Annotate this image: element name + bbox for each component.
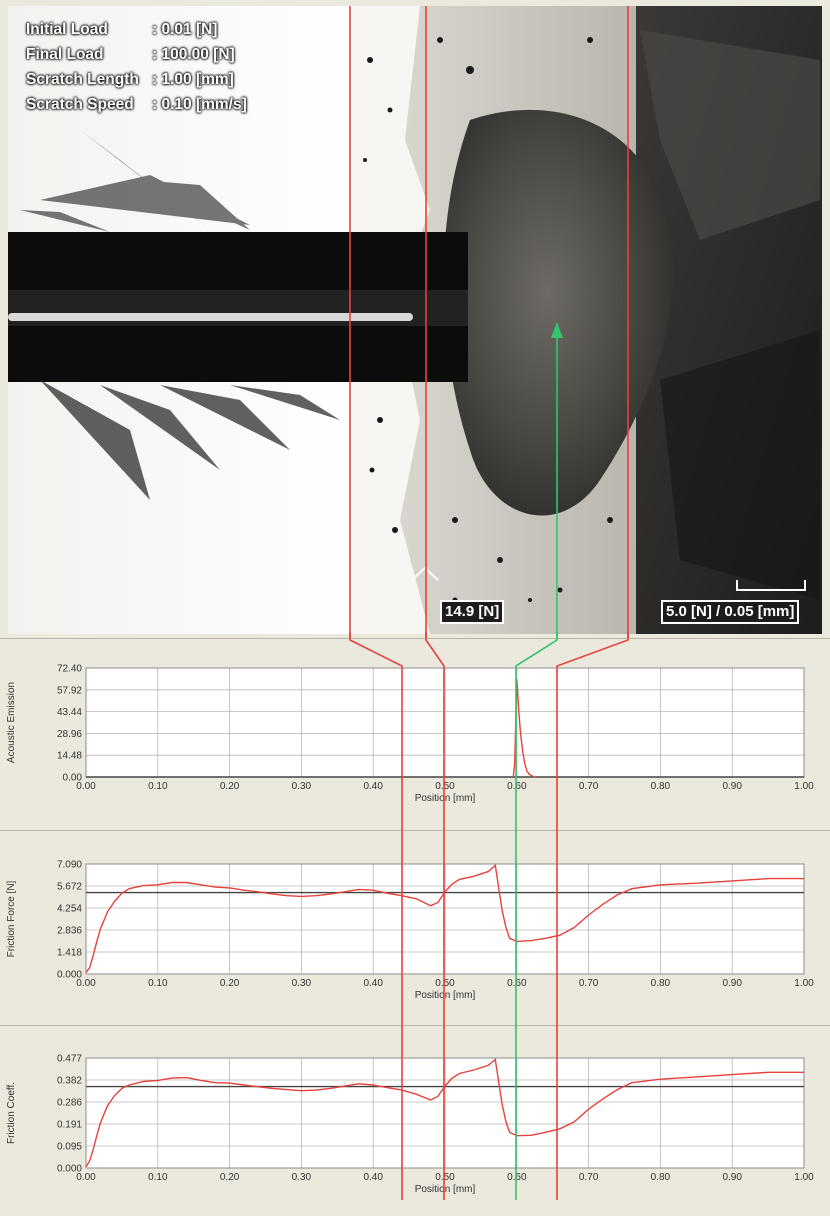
friction-coeff-xtick-label: 0.90	[722, 1172, 742, 1183]
critical-load-label: 14.9 [N]	[440, 600, 505, 624]
friction-force-xlabel: Position [mm]	[415, 990, 476, 1001]
acoustic-emission-ytick-label: 57.92	[57, 685, 82, 696]
friction-coeff-ytick-label: 0.095	[57, 1142, 82, 1153]
friction-coeff-xtick-label: 0.70	[579, 1172, 599, 1183]
friction-coeff-xlabel: Position [mm]	[415, 1184, 476, 1195]
boundary-lines-upper	[349, 6, 629, 640]
friction-coeff-ylabel: Friction Coeff.	[6, 1082, 17, 1144]
friction-force-ytick-label: 1.418	[57, 948, 82, 959]
micrograph-right-texture-2	[660, 330, 820, 600]
friction-coeff-xtick-label: 0.80	[651, 1172, 671, 1183]
friction-force-xtick-label: 0.10	[148, 978, 168, 989]
acoustic-emission-ytick-label: 28.96	[57, 729, 82, 740]
friction-force-ytick-label: 0.000	[57, 970, 82, 981]
guide-line-coating-onset	[349, 632, 403, 1200]
scratch-micrograph	[8, 6, 822, 640]
friction-coeff-ytick-label: 0.000	[57, 1164, 82, 1175]
acoustic-emission-xtick-label: 0.10	[148, 781, 168, 792]
scratch-track-dark	[8, 232, 468, 290]
friction-force-xtick-label: 0.90	[722, 978, 742, 989]
friction-force-xtick-label: 0.20	[220, 978, 240, 989]
friction-force-xtick-label: 0.50	[435, 978, 455, 989]
acoustic-emission-xtick-label: 0.70	[579, 781, 599, 792]
friction-coeff-xtick-label: 0.50	[435, 1172, 455, 1183]
friction-force-xtick-label: 0.60	[507, 978, 527, 989]
friction-force-ytick-label: 7.090	[57, 860, 82, 871]
friction-force-ytick-label: 2.836	[57, 926, 82, 937]
scratch-track-dark-lower	[8, 326, 468, 382]
friction-coeff-ytick-label: 0.477	[57, 1054, 82, 1065]
friction-coeff-xtick-label: 0.00	[76, 1172, 96, 1183]
friction-force-ytick-label: 4.254	[57, 904, 82, 915]
friction-force-xtick-label: 0.80	[651, 978, 671, 989]
friction-coeff-chart: 0.00 0.10 0.20 0.30 0.40 0.50 0.60 0.70 0.80 0.90…	[0, 1025, 830, 1216]
micrograph-right-texture	[640, 30, 820, 240]
friction-force-xtick-label: 0.40	[363, 978, 383, 989]
micrograph-debris-zone	[443, 109, 674, 516]
acoustic-emission-ylabel: Acoustic Emission	[6, 682, 17, 763]
acoustic-emission-xtick-label: 0.00	[76, 781, 96, 792]
scratch-track-highlight	[8, 313, 413, 321]
friction-coeff-ytick-label: 0.382	[57, 1076, 82, 1087]
friction-coeff-xtick-label: 0.40	[363, 1172, 383, 1183]
friction-force-ylabel: Friction Force [N]	[6, 880, 17, 957]
friction-coeff-ytick-label: 0.286	[57, 1098, 82, 1109]
acoustic-emission-ytick-label: 72.40	[57, 664, 82, 675]
friction-force-chart: 0.00 0.10 0.20 0.30 0.40 0.50 0.60 0.70 0.80 0.90…	[0, 830, 830, 1025]
friction-force-ytick-label: 5.672	[57, 882, 82, 893]
acoustic-emission-ytick-label: 43.44	[57, 707, 82, 718]
ae-event-arrow	[551, 322, 563, 640]
acoustic-emission-xtick-label: 1.00	[794, 781, 814, 792]
acoustic-emission-xtick-label: 0.40	[363, 781, 383, 792]
friction-coeff-xtick-label: 0.30	[292, 1172, 312, 1183]
acoustic-emission-xlabel: Position [mm]	[415, 793, 476, 804]
acoustic-emission-xtick-label: 0.50	[435, 781, 455, 792]
param-final-load: Final Load: 100.00 [N]	[26, 46, 235, 63]
friction-force-xtick-label: 0.30	[292, 978, 312, 989]
friction-force-xtick-label: 1.00	[794, 978, 814, 989]
friction-force-xtick-label: 0.70	[579, 978, 599, 989]
friction-coeff-xtick-label: 0.20	[220, 1172, 240, 1183]
acoustic-emission-xtick-label: 0.90	[722, 781, 742, 792]
acoustic-emission-ytick-label: 0.00	[63, 773, 83, 784]
guide-lines	[349, 632, 629, 1200]
friction-force-xtick-label: 0.00	[76, 978, 96, 989]
lower-cracks	[40, 380, 340, 500]
friction-coeff-xtick-label: 0.10	[148, 1172, 168, 1183]
friction-coeff-xtick-label: 0.60	[507, 1172, 527, 1183]
param-scratch-speed: Scratch Speed: 0.10 [mm/s]	[26, 96, 247, 113]
guide-line-debris-end	[556, 632, 629, 1200]
acoustic-emission-chart: 0.00 0.10 0.20 0.30 0.40 0.50 0.60 0.70 0.80 0.90…	[0, 638, 830, 830]
friction-coeff-xtick-label: 1.00	[794, 1172, 814, 1183]
test-parameters: Initial Load: 0.01 [N] Final Load: 100.0…	[26, 17, 356, 117]
acoustic-emission-xtick-label: 0.60	[507, 781, 527, 792]
guide-line-first-failure	[425, 632, 445, 1200]
acoustic-emission-ytick-label: 14.48	[57, 751, 82, 762]
critical-load-marker	[411, 566, 439, 581]
friction-coeff-ytick-label: 0.191	[57, 1120, 82, 1131]
acoustic-emission-xtick-label: 0.30	[292, 781, 312, 792]
friction-coeff-plot-border	[85, 1057, 805, 1169]
guide-line-ae-event	[515, 632, 558, 1200]
param-initial-load: Initial Load: 0.01 [N]	[26, 21, 218, 38]
friction-force-plot-border	[85, 863, 805, 975]
acoustic-emission-xtick-label: 0.20	[220, 781, 240, 792]
acoustic-emission-xtick-label: 0.80	[651, 781, 671, 792]
scale-bar-label: 5.0 [N] / 0.05 [mm]	[661, 600, 800, 624]
upper-cracks	[20, 130, 250, 232]
param-scratch-length: Scratch Length: 1.00 [mm]	[26, 71, 234, 88]
scale-bar	[736, 580, 806, 591]
